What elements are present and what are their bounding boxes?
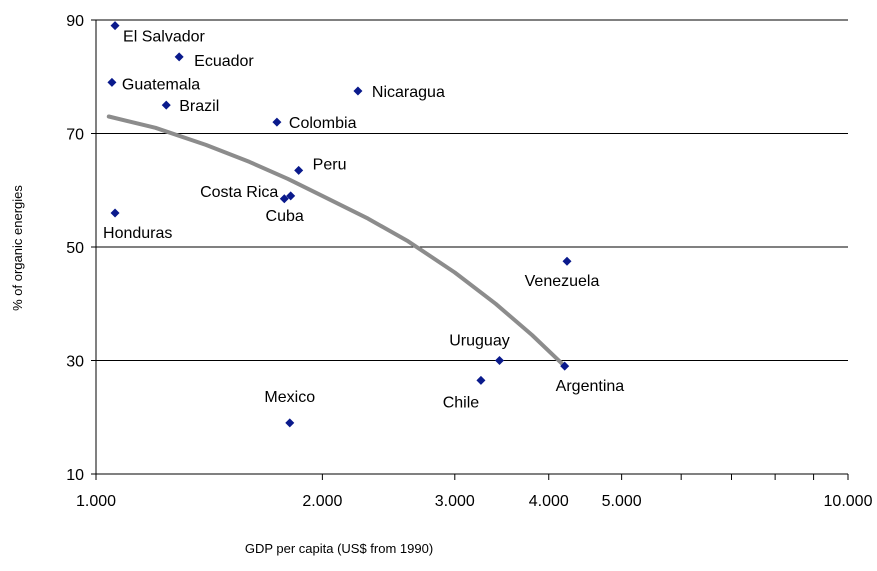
tick-labels: 10 30 50 70 90 1.000 2.000 3.000 4.000 5.000 10.00…	[66, 13, 872, 510]
x-tick-label: 2.000	[302, 493, 342, 510]
point-label: Cuba	[266, 208, 304, 225]
data-points	[107, 21, 572, 428]
point-label: Ecuador	[194, 53, 254, 70]
point-label: Peru	[313, 156, 347, 173]
data-point-peru	[294, 165, 304, 175]
data-point-argentina	[560, 361, 570, 371]
x-tick-label: 3.000	[435, 493, 475, 510]
data-point-cuba	[286, 191, 296, 201]
x-tick-label: 1.000	[76, 493, 116, 510]
point-label: Mexico	[264, 389, 315, 406]
data-point-uruguay	[494, 356, 504, 365]
point-label: Argentina	[556, 378, 625, 395]
y-axis-title: % of organic energies	[10, 185, 25, 311]
point-label: Costa Rica	[200, 184, 278, 201]
x-axis-title: GDP per capita (US$ from 1990)	[245, 541, 433, 556]
point-label: Venezuela	[525, 273, 600, 290]
data-point-nicaragua	[353, 86, 363, 96]
x-tick-label: 4.000	[529, 493, 569, 510]
data-point-chile	[476, 375, 486, 385]
x-tick-label: 5.000	[602, 493, 642, 510]
data-point-honduras	[110, 208, 120, 218]
y-tick-label: 10	[66, 467, 84, 484]
data-point-ecuador	[174, 52, 184, 62]
data-point-el-salvador	[110, 21, 120, 31]
y-tick-label: 90	[66, 13, 84, 30]
axes	[91, 19, 849, 480]
point-label: Guatemala	[122, 76, 200, 93]
point-label: Nicaragua	[372, 84, 445, 101]
data-point-colombia	[272, 117, 282, 127]
trend-line	[106, 114, 567, 369]
data-point-guatemala	[107, 77, 117, 87]
point-label: Honduras	[103, 225, 172, 242]
trend-line-group	[106, 114, 567, 369]
data-point-brazil	[161, 100, 171, 110]
x-tick-label: 10.000	[824, 493, 873, 510]
grid-lines	[96, 19, 848, 361]
point-label: Uruguay	[449, 333, 509, 350]
y-tick-label: 50	[66, 240, 84, 257]
point-labels: El Salvador Ecuador Guatemala Brazil Nicarag…	[103, 29, 624, 412]
point-label: El Salvador	[123, 29, 205, 46]
data-point-venezuela	[562, 256, 572, 266]
data-point-costa-rica	[279, 194, 289, 204]
point-label: Brazil	[179, 98, 219, 115]
y-tick-label: 30	[66, 354, 84, 371]
point-label: Chile	[443, 394, 480, 411]
data-point-mexico	[285, 418, 295, 428]
y-tick-label: 70	[66, 127, 84, 144]
point-label: Colombia	[289, 115, 357, 132]
